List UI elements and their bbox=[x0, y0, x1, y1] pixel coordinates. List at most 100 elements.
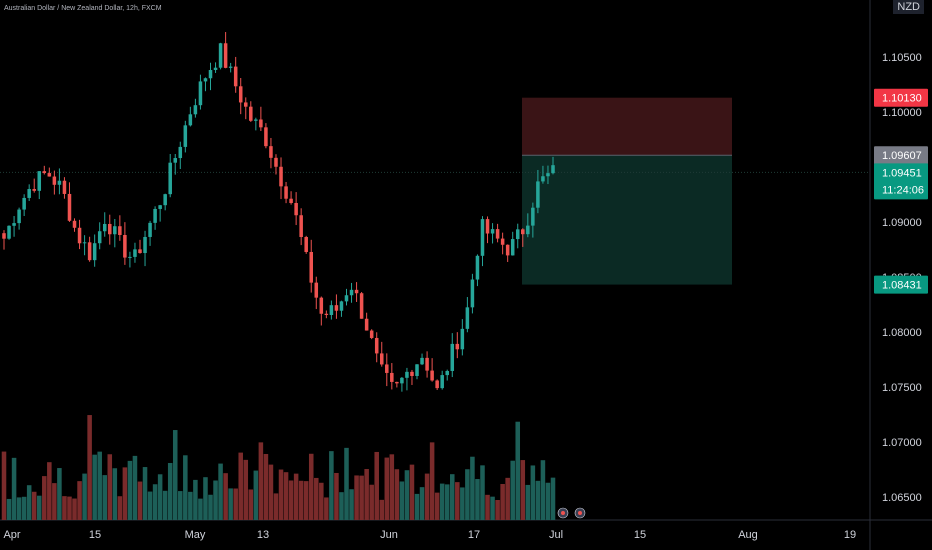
candle bbox=[521, 228, 525, 247]
volume-bar bbox=[21, 496, 27, 520]
candle bbox=[304, 235, 308, 254]
volume-bar bbox=[283, 472, 289, 520]
candle bbox=[485, 216, 490, 244]
candle-body bbox=[344, 295, 349, 302]
candle-body bbox=[495, 229, 500, 239]
volume-bars bbox=[1, 415, 556, 520]
candle-body bbox=[42, 171, 47, 174]
volume-bar bbox=[243, 459, 249, 520]
candle bbox=[203, 77, 208, 92]
candle bbox=[289, 191, 293, 205]
candle bbox=[113, 219, 117, 248]
candle bbox=[495, 223, 500, 243]
candle bbox=[22, 194, 26, 217]
candle-body bbox=[480, 219, 485, 256]
volume-bar bbox=[36, 495, 42, 520]
candle-body bbox=[243, 102, 248, 107]
volume-bar bbox=[535, 480, 541, 520]
volume-bar bbox=[404, 470, 410, 520]
volume-bar bbox=[419, 487, 425, 520]
volume-bar bbox=[444, 484, 450, 520]
candle bbox=[12, 216, 16, 237]
candle-body bbox=[515, 229, 520, 240]
candle-body bbox=[82, 242, 87, 244]
candle-body bbox=[57, 180, 62, 185]
candle-body bbox=[178, 146, 183, 159]
volume-bar bbox=[525, 484, 531, 520]
candle-body bbox=[299, 215, 303, 238]
candle-body bbox=[500, 238, 505, 245]
volume-bar bbox=[31, 491, 37, 520]
volume-bar bbox=[364, 469, 369, 520]
candle bbox=[198, 74, 203, 110]
volume-bar bbox=[515, 421, 521, 520]
candle-body bbox=[183, 125, 188, 147]
candle bbox=[17, 207, 21, 230]
candle-body bbox=[505, 244, 510, 256]
candle bbox=[551, 156, 555, 175]
candle-body bbox=[249, 106, 253, 121]
candle-body bbox=[430, 370, 434, 381]
candle-body bbox=[374, 337, 379, 354]
volume-bar bbox=[127, 460, 133, 520]
volume-bar bbox=[278, 469, 284, 520]
candle-body bbox=[284, 186, 288, 199]
candle bbox=[2, 230, 6, 250]
candle bbox=[390, 363, 394, 390]
candle-body bbox=[470, 279, 475, 308]
volume-bar bbox=[540, 460, 546, 520]
candle bbox=[440, 370, 444, 390]
candle bbox=[515, 223, 520, 249]
volume-bar bbox=[213, 480, 218, 520]
candle bbox=[249, 101, 253, 122]
candle-body bbox=[510, 239, 515, 256]
candle bbox=[228, 62, 233, 73]
candle-body bbox=[27, 189, 31, 198]
volume-bar bbox=[273, 493, 279, 520]
candle bbox=[349, 282, 354, 303]
volume-bar bbox=[218, 463, 223, 520]
candle bbox=[415, 364, 419, 380]
candle-body bbox=[2, 233, 6, 239]
volume-bar bbox=[288, 480, 294, 520]
candle-body bbox=[163, 194, 167, 206]
volume-bar bbox=[460, 487, 465, 520]
candle bbox=[168, 154, 172, 198]
candle-body bbox=[415, 364, 419, 376]
candle-body bbox=[485, 219, 490, 234]
volume-bar bbox=[339, 492, 344, 520]
volume-bar bbox=[253, 470, 259, 520]
candle-body bbox=[193, 105, 198, 115]
volume-bar bbox=[203, 477, 208, 520]
candle bbox=[475, 254, 480, 287]
candle-body bbox=[289, 198, 293, 203]
candle-body bbox=[440, 375, 444, 389]
volume-bar bbox=[152, 484, 158, 520]
candle bbox=[395, 381, 399, 388]
volume-bar bbox=[122, 467, 128, 520]
candle bbox=[400, 376, 404, 392]
candle bbox=[445, 369, 449, 381]
candle bbox=[223, 32, 228, 69]
candle-body bbox=[153, 208, 157, 223]
candle bbox=[274, 154, 278, 175]
candle-body bbox=[87, 242, 92, 261]
candle-body bbox=[218, 43, 223, 68]
candle bbox=[7, 225, 11, 240]
candle-body bbox=[536, 181, 540, 208]
candle bbox=[123, 222, 127, 265]
candle-body bbox=[541, 176, 545, 182]
candle bbox=[536, 169, 540, 214]
candle-body bbox=[259, 119, 263, 128]
time-tick-label: 19 bbox=[844, 529, 856, 541]
volume-bar bbox=[490, 496, 495, 520]
currency-label[interactable]: NZD bbox=[893, 0, 924, 14]
volume-bar bbox=[384, 457, 390, 520]
candle-body bbox=[526, 225, 530, 235]
time-tick-label: Aug bbox=[738, 529, 758, 541]
volume-bar bbox=[248, 489, 254, 520]
candle bbox=[87, 236, 92, 262]
volume-bar bbox=[449, 474, 455, 520]
candle bbox=[218, 42, 223, 70]
